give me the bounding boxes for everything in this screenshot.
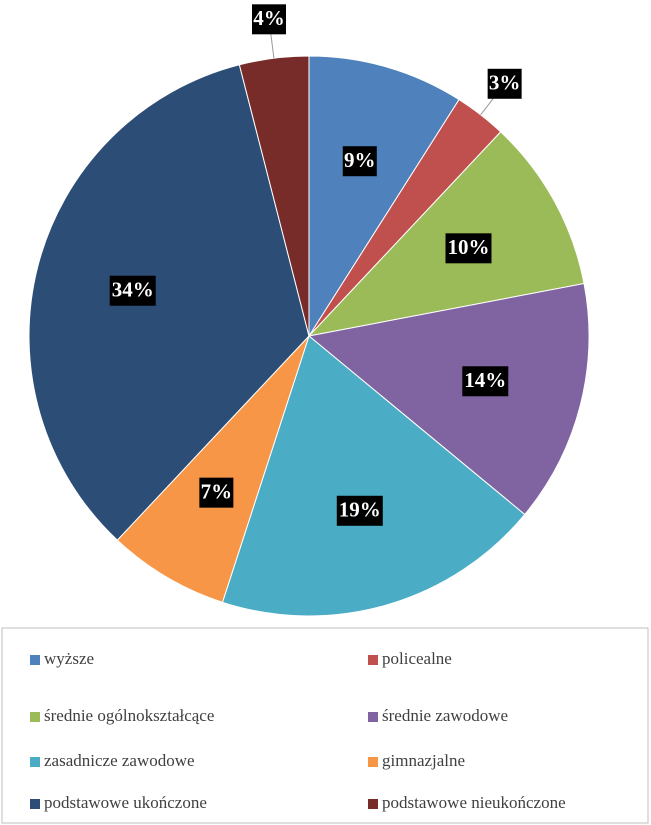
data-label-bg [487, 68, 522, 99]
data-label: 14% [464, 368, 506, 392]
legend-box [1, 627, 649, 824]
pie-slice [307, 282, 590, 516]
data-label: 34% [112, 278, 154, 302]
pie-slice [221, 335, 526, 617]
data-label-bg [445, 233, 492, 264]
legend-label: średnie ogólnokształcące [44, 706, 214, 725]
legend-marker [30, 757, 40, 767]
legend-marker [368, 799, 378, 809]
legend-marker [30, 655, 40, 665]
legend-label: gimnazjalne [382, 751, 465, 770]
legend-marker [368, 757, 378, 767]
data-label-bg [109, 275, 156, 306]
legend-label: podstawowe nieukończone [382, 793, 566, 812]
legend-marker [30, 712, 40, 722]
legend-marker [368, 712, 378, 722]
data-label: 19% [339, 498, 381, 522]
pie-slice [28, 64, 310, 541]
data-label-bg [462, 366, 509, 397]
legend-marker [368, 655, 378, 665]
data-label-bg [336, 495, 383, 526]
legend-label: podstawowe ukończone [44, 793, 207, 812]
data-label-bg [251, 4, 286, 35]
legend-label: zasadnicze zawodowe [44, 751, 195, 770]
pie-slice [238, 55, 310, 337]
legend-label: policealne [382, 649, 452, 668]
data-label: 3% [489, 71, 521, 95]
pie-slice [308, 55, 460, 338]
data-label: 10% [447, 235, 489, 259]
data-label-bg [342, 146, 377, 177]
data-label: 7% [201, 479, 233, 503]
legend-label: średnie zawodowe [382, 706, 508, 725]
data-label-bg [199, 477, 234, 508]
legend-marker [30, 799, 40, 809]
data-label: 4% [253, 6, 285, 30]
data-label: 9% [344, 148, 376, 172]
legend-label: wyższe [44, 649, 94, 668]
pie-slice [116, 335, 310, 603]
